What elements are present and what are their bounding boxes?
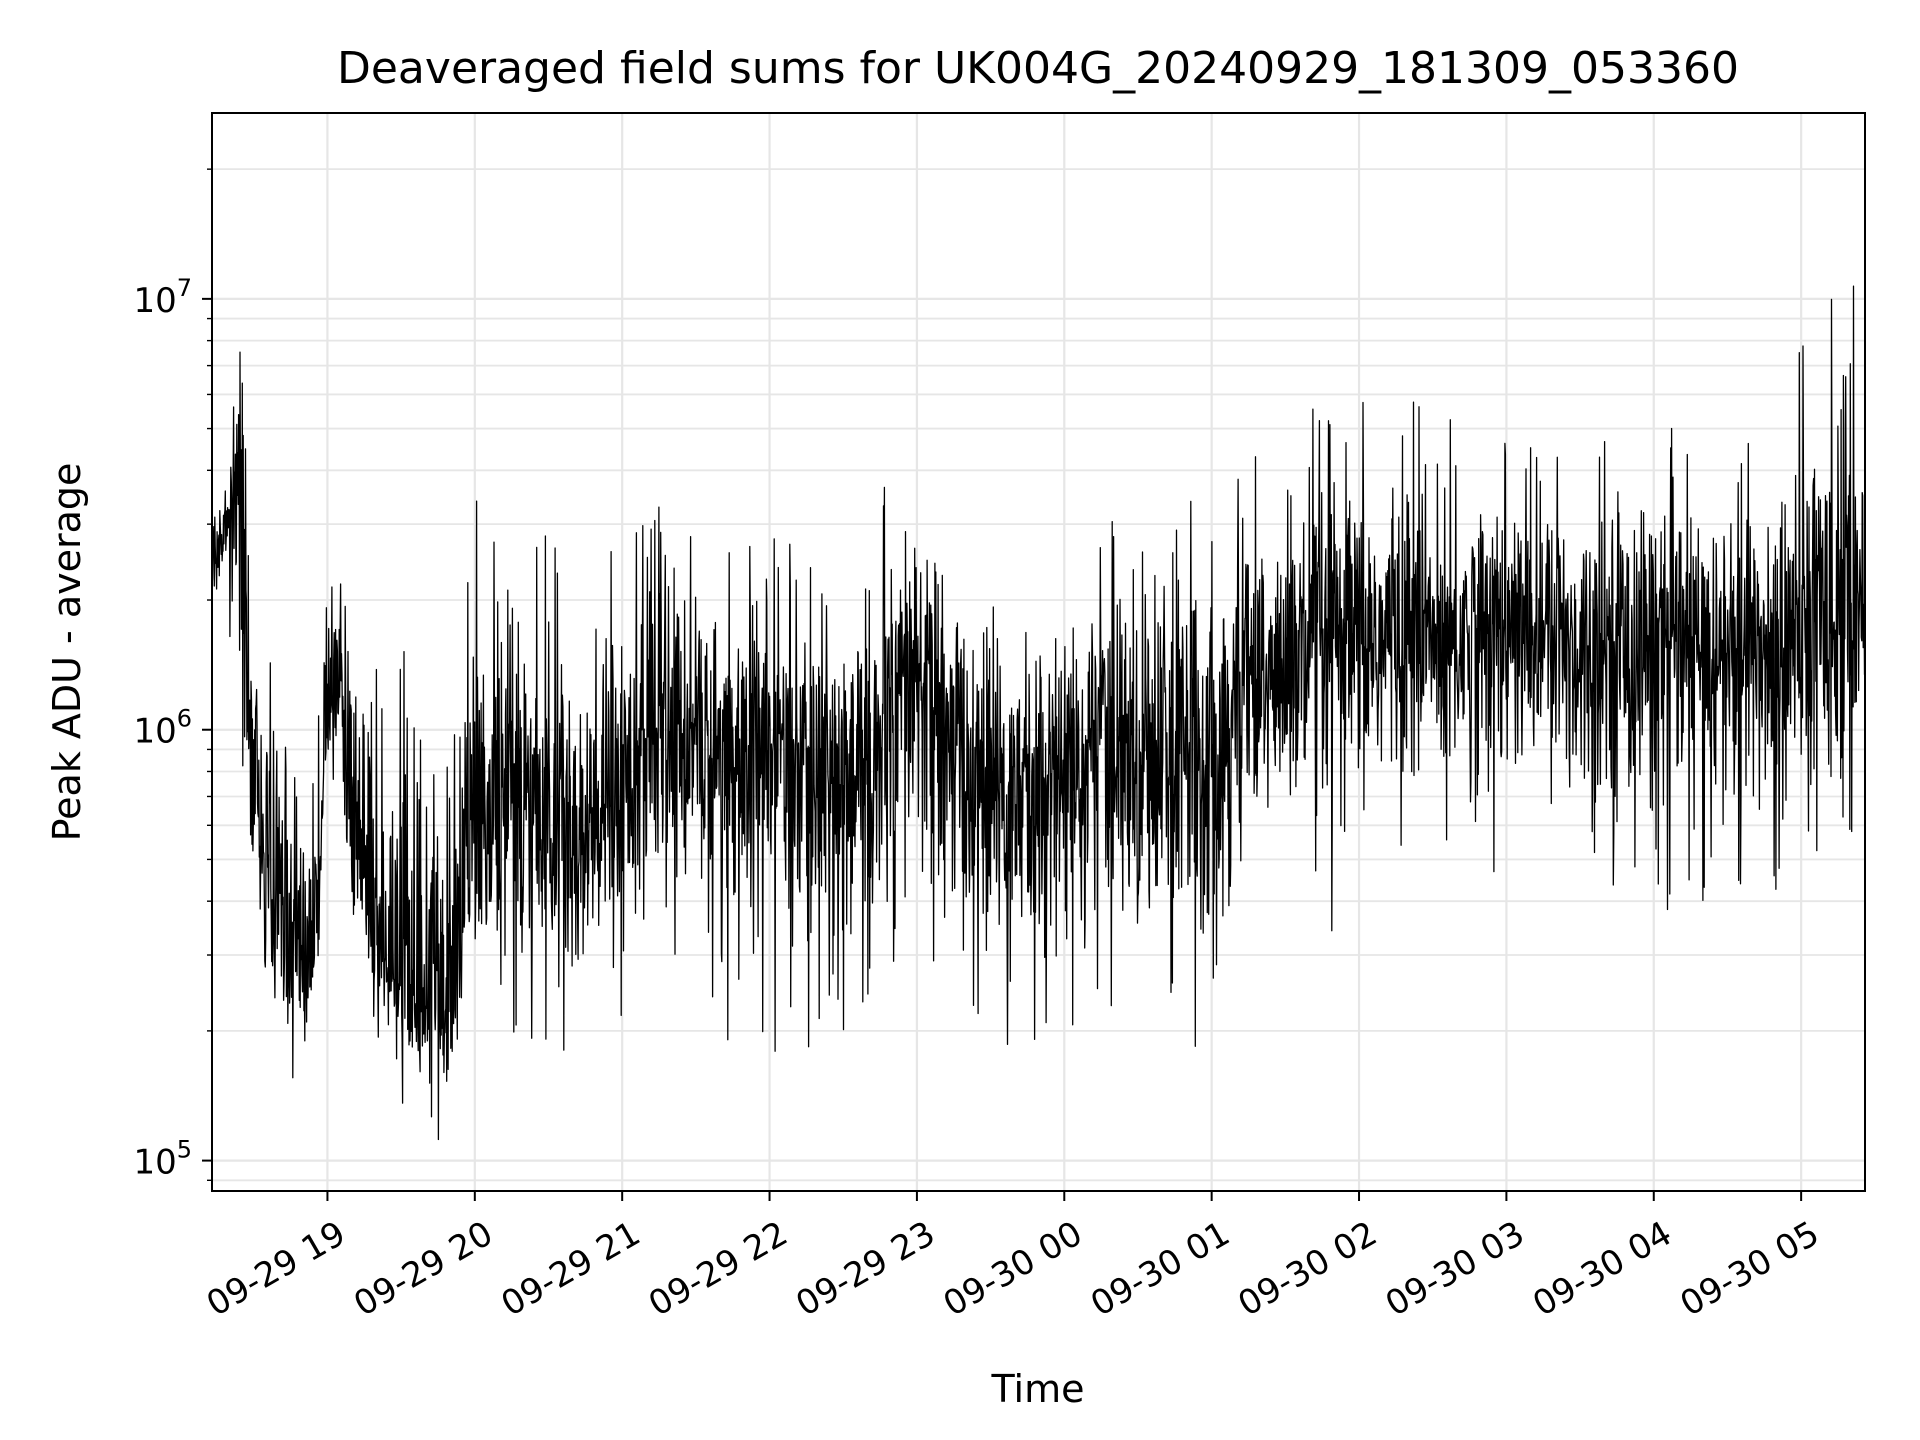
x-tick-label: 09-30 02 (1232, 1214, 1384, 1325)
axes-frame (211, 112, 1866, 1192)
x-tick-label: 09-30 05 (1674, 1214, 1826, 1325)
x-tick-label: 09-29 22 (642, 1214, 794, 1325)
y-tick-label: 106 (133, 705, 192, 752)
y-tick-label: 105 (133, 1136, 192, 1183)
x-tick-label: 09-29 20 (347, 1214, 499, 1325)
y-tick-label: 107 (133, 274, 192, 321)
x-tick-label: 09-30 00 (937, 1214, 1089, 1325)
x-tick-label: 09-30 04 (1526, 1214, 1678, 1325)
y-axis-label: Peak ADU - average (45, 463, 89, 842)
x-tick-label: 09-30 01 (1084, 1214, 1236, 1325)
series-line-0 (211, 285, 1866, 1141)
x-axis-label: Time (991, 1367, 1085, 1411)
data-line-layer (211, 285, 1866, 1141)
x-tick-label: 09-29 23 (789, 1214, 941, 1325)
x-tick-label: 09-30 03 (1379, 1214, 1531, 1325)
x-tick-label: 09-29 19 (200, 1214, 352, 1325)
chart-title: Deaveraged field sums for UK004G_2024092… (337, 43, 1739, 94)
x-tick-label: 09-29 21 (495, 1214, 647, 1325)
